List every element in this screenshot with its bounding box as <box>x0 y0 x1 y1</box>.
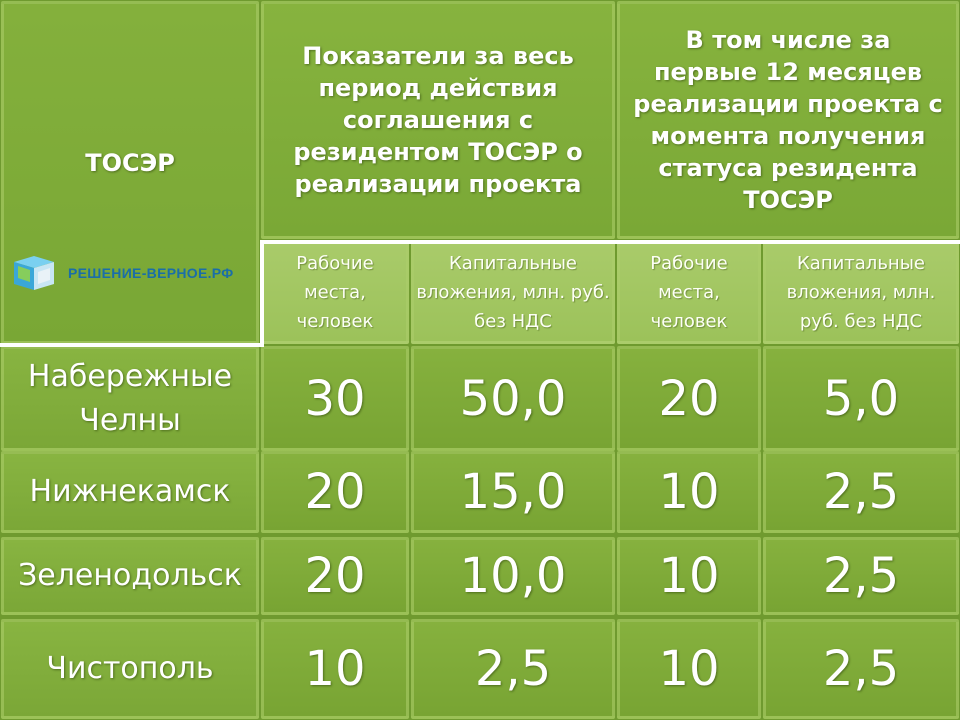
city-label: Нижнекамск <box>29 474 231 509</box>
table-cell-jobs-total: 20 <box>261 537 409 615</box>
table-cell-capex-first: 2,5 <box>763 451 959 533</box>
table-cell-capex-first: 5,0 <box>763 346 959 451</box>
subheader-capex-first: Капитальные вложения, млн. руб. без НДС <box>763 241 959 344</box>
header-group-first-year-label: В том числе за первые 12 месяцев реализа… <box>633 26 943 214</box>
value-label: 5,0 <box>822 370 900 427</box>
city-label: Чистополь <box>46 651 214 686</box>
value-label: 10 <box>658 464 720 520</box>
value-label: 10,0 <box>459 548 567 604</box>
table-cell-capex-total: 50,0 <box>411 346 615 451</box>
value-label: 2,5 <box>474 641 552 697</box>
header-group-total-label: Показатели за весь период действия согла… <box>293 42 583 198</box>
table-cell-capex-total: 10,0 <box>411 537 615 615</box>
subheader-label: Капитальные вложения, млн. руб. без НДС <box>416 253 610 332</box>
table-row: Нижнекамск 20 15,0 10 2,5 <box>0 450 960 534</box>
table-cell-jobs-total: 30 <box>261 346 409 451</box>
value-label: 15,0 <box>459 464 567 520</box>
value-label: 10 <box>658 548 720 604</box>
table-cell-jobs-total: 10 <box>261 619 409 719</box>
value-label: 50,0 <box>459 370 567 427</box>
table-cell-capex-total: 2,5 <box>411 619 615 719</box>
table-cell-capex-total: 15,0 <box>411 451 615 533</box>
header-tosr-cell: ТОСЭР <box>1 1 259 344</box>
subheader-capex-total: Капитальные вложения, млн. руб. без НДС <box>411 241 615 344</box>
value-label: 20 <box>304 464 366 520</box>
subheader-jobs-total: Рабочие места, человек <box>261 241 409 344</box>
value-label: 10 <box>304 641 366 697</box>
subheader-label: Капитальные вложения, млн. руб. без НДС <box>786 253 936 332</box>
city-cell: Нижнекамск <box>1 451 259 533</box>
subheader-jobs-first: Рабочие места, человек <box>617 241 761 344</box>
table-row-city: Набережные Челны <box>1 346 259 451</box>
table-cell-capex-first: 2,5 <box>763 619 959 719</box>
header-group-first-year: В том числе за первые 12 месяцев реализа… <box>617 1 959 239</box>
subheader-label: Рабочие места, человек <box>650 253 728 332</box>
value-label: 10 <box>658 641 720 697</box>
value-label: 2,5 <box>822 464 900 520</box>
table-row: Чистополь 10 2,5 10 2,5 <box>0 618 960 720</box>
table-body-lower: Нижнекамск 20 15,0 10 2,5 Зеленодольск 2… <box>0 450 960 720</box>
site-logo[interactable]: РЕШЕНИЕ-ВЕРНОЕ.РФ <box>10 254 233 292</box>
header-tosr-label: ТОСЭР <box>85 148 175 177</box>
table-cell-jobs-first: 10 <box>617 451 761 533</box>
city-label: Набережные Челны <box>27 358 233 438</box>
value-label: 20 <box>304 548 366 604</box>
table-cell-capex-first: 2,5 <box>763 537 959 615</box>
value-label: 30 <box>304 370 366 427</box>
value-label: 2,5 <box>822 548 900 604</box>
table-row: Зеленодольск 20 10,0 10 2,5 <box>0 536 960 616</box>
city-cell: Зеленодольск <box>1 537 259 615</box>
subheader-label: Рабочие места, человек <box>296 253 374 332</box>
city-cell: Чистополь <box>1 619 259 719</box>
cube-logo-icon <box>14 256 54 290</box>
logo-text: РЕШЕНИЕ-ВЕРНОЕ.РФ <box>68 265 234 281</box>
city-label: Зеленодольск <box>18 558 242 593</box>
table-cell-jobs-first: 20 <box>617 346 761 451</box>
value-label: 20 <box>658 370 720 427</box>
table-cell-jobs-first: 10 <box>617 619 761 719</box>
table-cell-jobs-total: 20 <box>261 451 409 533</box>
table-cell-jobs-first: 10 <box>617 537 761 615</box>
header-group-total: Показатели за весь период действия согла… <box>261 1 615 239</box>
value-label: 2,5 <box>822 641 900 697</box>
